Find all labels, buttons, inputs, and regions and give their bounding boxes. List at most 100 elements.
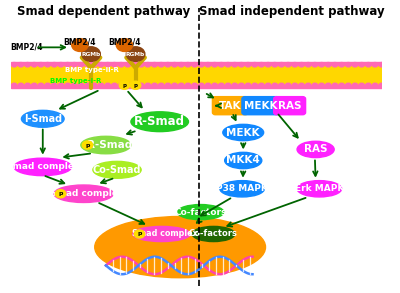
- Text: RGMb: RGMb: [126, 52, 145, 57]
- Circle shape: [12, 62, 17, 67]
- Text: BMP type-II-R: BMP type-II-R: [65, 67, 119, 73]
- Circle shape: [98, 83, 104, 88]
- FancyBboxPatch shape: [242, 97, 280, 115]
- Text: BMP2/4: BMP2/4: [108, 37, 141, 46]
- Circle shape: [292, 83, 298, 88]
- Ellipse shape: [81, 136, 131, 154]
- Circle shape: [25, 62, 30, 67]
- Circle shape: [326, 62, 331, 67]
- Circle shape: [18, 83, 24, 88]
- Circle shape: [92, 83, 97, 88]
- Circle shape: [285, 83, 291, 88]
- Text: Co-Smad: Co-Smad: [93, 165, 141, 175]
- Circle shape: [259, 83, 264, 88]
- Circle shape: [112, 62, 117, 67]
- Circle shape: [192, 83, 197, 88]
- Circle shape: [205, 83, 211, 88]
- Text: p: p: [137, 231, 142, 236]
- Circle shape: [259, 62, 264, 67]
- Circle shape: [152, 83, 157, 88]
- Circle shape: [218, 62, 224, 67]
- Circle shape: [299, 62, 304, 67]
- Circle shape: [172, 62, 177, 67]
- Ellipse shape: [93, 161, 141, 178]
- Circle shape: [158, 83, 164, 88]
- Circle shape: [272, 62, 278, 67]
- Circle shape: [185, 83, 191, 88]
- Circle shape: [312, 83, 318, 88]
- Circle shape: [285, 62, 291, 67]
- Circle shape: [12, 83, 17, 88]
- Ellipse shape: [131, 112, 188, 132]
- Circle shape: [192, 62, 197, 67]
- Circle shape: [265, 83, 271, 88]
- Circle shape: [332, 62, 338, 67]
- Text: p: p: [58, 191, 63, 196]
- Text: I-Smad: I-Smad: [24, 114, 62, 124]
- Circle shape: [185, 62, 191, 67]
- Circle shape: [130, 81, 141, 89]
- FancyBboxPatch shape: [212, 97, 248, 115]
- Circle shape: [172, 83, 177, 88]
- Circle shape: [379, 83, 384, 88]
- Circle shape: [346, 83, 351, 88]
- Circle shape: [299, 83, 304, 88]
- Circle shape: [352, 83, 358, 88]
- Circle shape: [232, 62, 238, 67]
- Circle shape: [339, 62, 344, 67]
- Circle shape: [132, 62, 137, 67]
- Text: BMP2/4: BMP2/4: [64, 37, 96, 46]
- Circle shape: [138, 62, 144, 67]
- Circle shape: [72, 83, 77, 88]
- Circle shape: [372, 83, 378, 88]
- Circle shape: [18, 62, 24, 67]
- Text: p: p: [85, 142, 90, 148]
- Circle shape: [85, 62, 90, 67]
- Circle shape: [265, 62, 271, 67]
- Circle shape: [245, 83, 251, 88]
- Circle shape: [312, 62, 318, 67]
- Circle shape: [132, 83, 137, 88]
- Text: TAK: TAK: [219, 101, 242, 111]
- Circle shape: [346, 62, 351, 67]
- Circle shape: [52, 83, 57, 88]
- Circle shape: [134, 230, 145, 238]
- Circle shape: [306, 83, 311, 88]
- Circle shape: [78, 62, 84, 67]
- Circle shape: [138, 83, 144, 88]
- Circle shape: [85, 83, 90, 88]
- Circle shape: [119, 81, 130, 89]
- Text: Smad independent pathway: Smad independent pathway: [199, 5, 384, 18]
- Circle shape: [105, 62, 110, 67]
- Circle shape: [152, 62, 157, 67]
- Text: RGMb: RGMb: [82, 52, 101, 57]
- Circle shape: [366, 62, 371, 67]
- Circle shape: [372, 62, 378, 67]
- Circle shape: [332, 83, 338, 88]
- Text: RAS: RAS: [278, 101, 301, 111]
- Circle shape: [326, 83, 331, 88]
- Text: Smad complex: Smad complex: [132, 229, 198, 239]
- Circle shape: [125, 83, 130, 88]
- Circle shape: [198, 83, 204, 88]
- Circle shape: [178, 83, 184, 88]
- Circle shape: [359, 62, 364, 67]
- Text: MEKK: MEKK: [226, 127, 260, 137]
- Ellipse shape: [14, 158, 72, 176]
- Text: Erk MAPK: Erk MAPK: [295, 184, 344, 193]
- Circle shape: [65, 62, 70, 67]
- Circle shape: [198, 62, 204, 67]
- Circle shape: [78, 83, 84, 88]
- Ellipse shape: [54, 185, 113, 202]
- Circle shape: [32, 83, 37, 88]
- Circle shape: [145, 62, 151, 67]
- Circle shape: [38, 83, 44, 88]
- Circle shape: [352, 62, 358, 67]
- Circle shape: [292, 62, 298, 67]
- Circle shape: [379, 62, 384, 67]
- Circle shape: [52, 62, 57, 67]
- Circle shape: [112, 83, 117, 88]
- Circle shape: [125, 62, 130, 67]
- Circle shape: [252, 83, 258, 88]
- Circle shape: [225, 83, 231, 88]
